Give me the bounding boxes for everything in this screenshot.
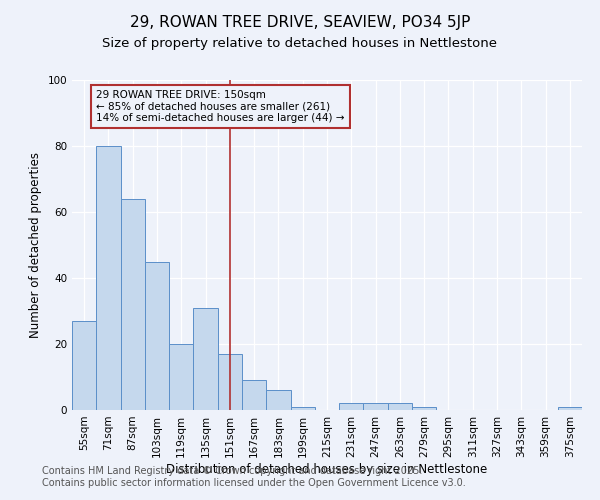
Y-axis label: Number of detached properties: Number of detached properties [29, 152, 42, 338]
Text: Contains HM Land Registry data © Crown copyright and database right 2025.
Contai: Contains HM Land Registry data © Crown c… [42, 466, 466, 487]
Bar [96, 146, 121, 410]
Bar [388, 404, 412, 410]
Bar [193, 308, 218, 410]
Bar [145, 262, 169, 410]
Bar [558, 406, 582, 410]
Bar [290, 406, 315, 410]
Text: 29 ROWAN TREE DRIVE: 150sqm
← 85% of detached houses are smaller (261)
14% of se: 29 ROWAN TREE DRIVE: 150sqm ← 85% of det… [96, 90, 345, 123]
Bar [364, 404, 388, 410]
Bar [412, 406, 436, 410]
Text: Size of property relative to detached houses in Nettlestone: Size of property relative to detached ho… [103, 38, 497, 51]
Bar [121, 199, 145, 410]
Bar [169, 344, 193, 410]
Text: 29, ROWAN TREE DRIVE, SEAVIEW, PO34 5JP: 29, ROWAN TREE DRIVE, SEAVIEW, PO34 5JP [130, 15, 470, 30]
Bar [218, 354, 242, 410]
Bar [339, 404, 364, 410]
Bar [242, 380, 266, 410]
Bar [266, 390, 290, 410]
X-axis label: Distribution of detached houses by size in Nettlestone: Distribution of detached houses by size … [166, 462, 488, 475]
Bar [72, 321, 96, 410]
